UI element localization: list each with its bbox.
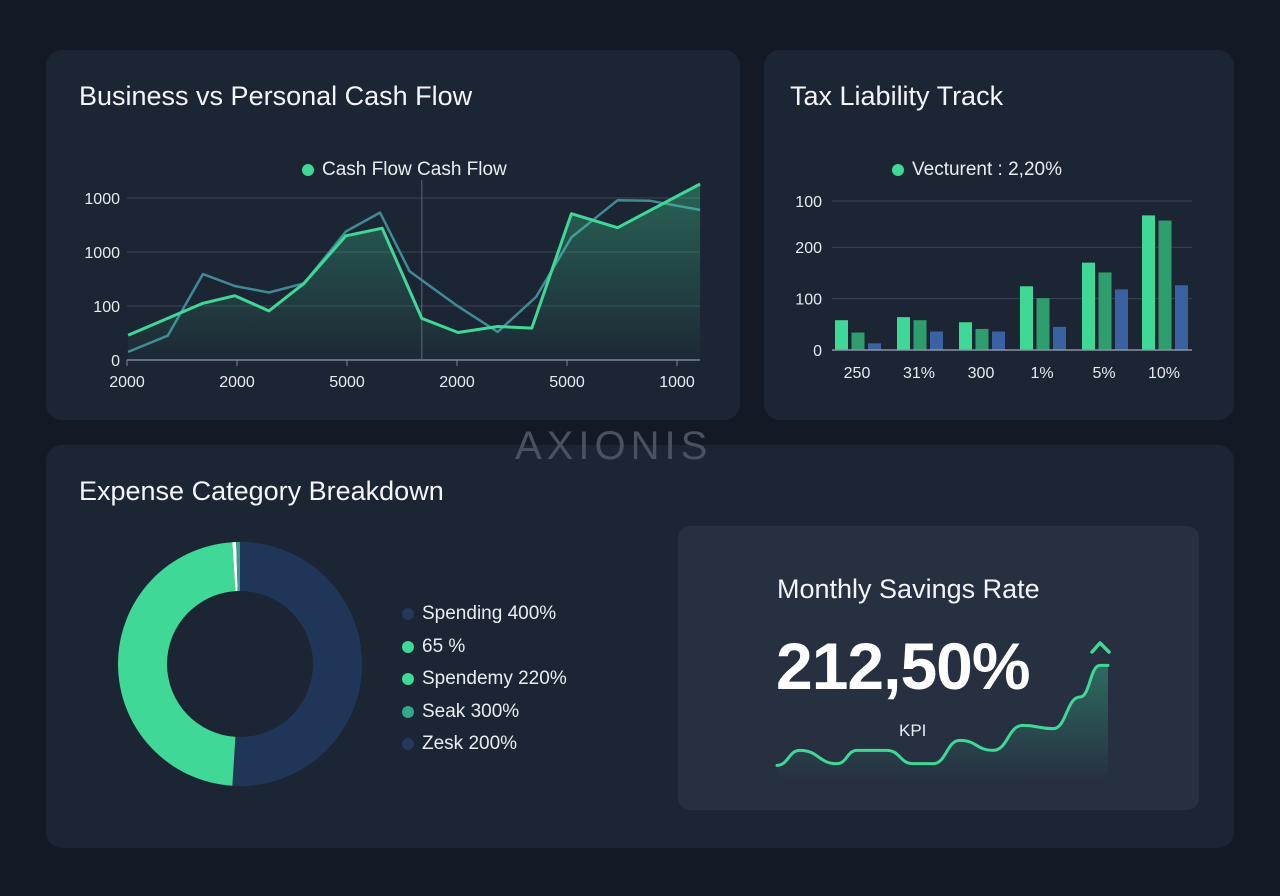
x-tick-label: 31% <box>903 365 935 382</box>
bar <box>851 332 865 350</box>
y-tick-label: 100 <box>795 194 822 211</box>
bar <box>1115 289 1128 350</box>
bar <box>1036 298 1050 350</box>
x-tick-label: 5% <box>1092 365 1115 382</box>
legend-item: 65 % <box>402 631 567 664</box>
x-tick-label: 1% <box>1030 365 1053 382</box>
legend-dot-icon <box>402 705 414 718</box>
x-tick-label: 5000 <box>549 374 585 391</box>
legend-label: Cash Flow Cash Flow <box>322 159 507 180</box>
donut-slice <box>236 542 240 592</box>
bar <box>1158 220 1172 350</box>
kpi-label: KPI <box>899 721 927 740</box>
cash-flow-legend: Cash Flow Cash Flow <box>302 159 507 181</box>
legend-dot-icon <box>402 640 414 653</box>
legend-dot-icon <box>402 738 414 751</box>
sparkline <box>775 663 1110 767</box>
chevron-up-icon <box>1090 641 1111 654</box>
cash-flow-title: Business vs Personal Cash Flow <box>79 81 473 111</box>
y-tick-label: 1000 <box>84 245 120 262</box>
legend-label: 65 % <box>422 635 466 657</box>
legend-dot-icon <box>892 164 904 176</box>
tax-liability-title: Tax Liability Track <box>790 81 1004 111</box>
bar <box>868 343 881 350</box>
x-tick-label: 5000 <box>329 374 365 391</box>
bar <box>1175 285 1188 350</box>
bar <box>1098 272 1112 350</box>
legend-dot-icon <box>302 164 314 176</box>
legend-item: Seak 300% <box>402 696 567 729</box>
expense-title: Expense Category Breakdown <box>79 476 444 506</box>
donut-slice <box>117 542 236 786</box>
donut-slice <box>232 542 362 786</box>
watermark-logo: AXIONIS <box>515 424 713 468</box>
expense-legend: Spending 400% 65 % Spendemy 220% Seak 30… <box>402 598 567 761</box>
tax-legend: Vecturent : 2,20% <box>892 159 1062 181</box>
legend-item: Spendemy 220% <box>402 663 567 696</box>
x-tick-label: 300 <box>968 365 995 382</box>
bar <box>930 331 943 350</box>
legend-item: Zesk 200% <box>402 728 567 761</box>
series-line-1 <box>127 182 701 337</box>
x-tick-label: 2000 <box>439 374 475 391</box>
legend-dot-icon <box>402 608 414 621</box>
x-tick-label: 10% <box>1148 365 1180 382</box>
bar <box>1020 286 1033 350</box>
bar <box>835 320 848 350</box>
bar <box>897 317 910 350</box>
bar <box>1053 326 1066 350</box>
y-tick-label: 0 <box>813 343 822 360</box>
savings-value: 212,50% <box>776 629 1031 703</box>
bar <box>1082 262 1095 350</box>
tax-liability-card <box>764 50 1234 420</box>
legend-label: Spending 400% <box>422 603 557 625</box>
legend-dot-icon <box>402 673 414 686</box>
y-tick-label: 0 <box>111 353 120 370</box>
y-tick-label: 100 <box>795 292 822 309</box>
x-tick-label: 2000 <box>219 374 255 391</box>
y-tick-label: 100 <box>93 299 120 316</box>
donut-slice <box>232 542 238 592</box>
bar <box>913 320 927 350</box>
legend-label: Spendemy 220% <box>422 668 567 690</box>
bar <box>975 328 989 350</box>
y-tick-label: 1000 <box>84 191 120 208</box>
series-line-0 <box>127 198 701 354</box>
series-area <box>128 184 701 360</box>
bar <box>992 331 1005 350</box>
legend-item: Spending 400% <box>402 598 567 631</box>
savings-title: Monthly Savings Rate <box>777 574 1040 604</box>
legend-label: Seak 300% <box>422 700 520 722</box>
legend-label: Vecturent : 2,20% <box>912 159 1062 180</box>
y-tick-label: 200 <box>795 240 822 257</box>
bar <box>1142 215 1155 350</box>
x-tick-label: 1000 <box>659 374 695 391</box>
legend-label: Zesk 200% <box>422 733 518 755</box>
x-tick-label: 2000 <box>109 374 145 391</box>
x-tick-label: 250 <box>844 365 871 382</box>
bar <box>959 322 972 350</box>
